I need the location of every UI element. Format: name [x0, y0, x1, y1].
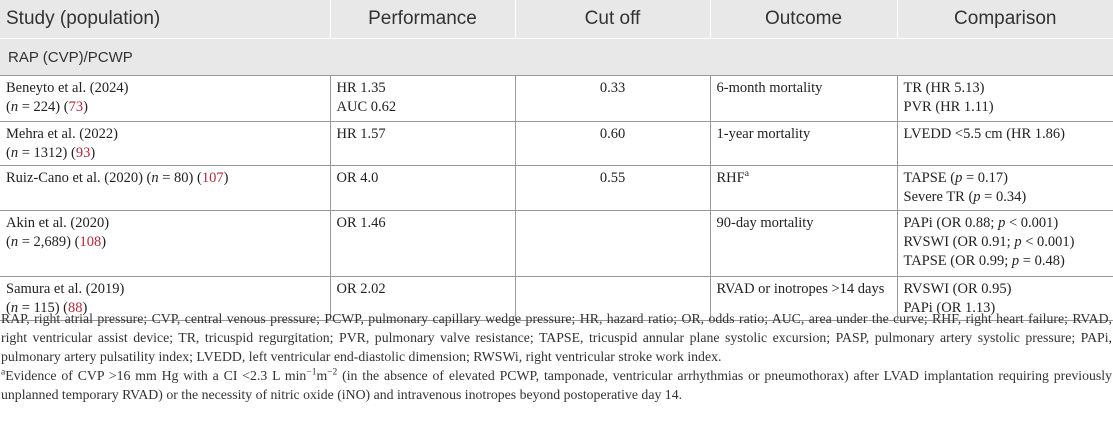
- table-row: Beneyto et al. (2024) (n = 224) (73) HR …: [0, 75, 1113, 122]
- study-cell: Ruiz-Cano et al. (2020) (n = 80) (107): [0, 165, 331, 211]
- abbreviations-note: RAP, right atrial pressure; CVP, central…: [1, 311, 1112, 364]
- reference-link[interactable]: 93: [75, 145, 91, 161]
- cutoff-cell: [515, 276, 711, 321]
- study-cell: Mehra et al. (2022) (n = 1312) (93): [0, 121, 331, 166]
- outcome-cell: RHFa: [710, 165, 898, 211]
- reference-link[interactable]: 88: [68, 300, 83, 316]
- reference-link[interactable]: 107: [201, 170, 224, 186]
- section-label: RAP (CVP)/PCWP: [0, 38, 1113, 76]
- header-outcome: Outcome: [710, 0, 898, 39]
- cutoff-cell: 0.60: [515, 121, 711, 166]
- outcome-cell: 6-month mortality: [710, 75, 898, 122]
- header-study: Study (population): [0, 0, 331, 39]
- data-table: Study (population) Performance Cut off O…: [0, 0, 1113, 321]
- footnote-a: aEvidence of CVP >16 mm Hg with a CI <2.…: [1, 367, 1112, 402]
- reference-link[interactable]: 73: [68, 99, 84, 115]
- footnote-marker: a: [744, 169, 749, 180]
- reference-link[interactable]: 108: [79, 234, 102, 250]
- study-cell: Beneyto et al. (2024) (n = 224) (73): [0, 75, 331, 122]
- outcome-cell: 90-day mortality: [710, 210, 898, 277]
- table-row: Ruiz-Cano et al. (2020) (n = 80) (107) O…: [0, 165, 1113, 211]
- study-cell: Samura et al. (2019) (n = 115) (88): [0, 276, 331, 321]
- comparison-cell: TAPSE (p = 0.17) Severe TR (p = 0.34): [897, 165, 1113, 211]
- table-row: Mehra et al. (2022) (n = 1312) (93) HR 1…: [0, 121, 1113, 166]
- table-footnotes: RAP, right atrial pressure; CVP, central…: [1, 309, 1112, 404]
- table-row: Samura et al. (2019) (n = 115) (88) OR 2…: [0, 276, 1113, 321]
- cutoff-cell: [515, 210, 711, 277]
- comparison-cell: PAPi (OR 0.88; p < 0.001) RVSWI (OR 0.91…: [897, 210, 1113, 277]
- header-comparison: Comparison: [897, 0, 1113, 39]
- comparison-cell: LVEDD <5.5 cm (HR 1.86): [897, 121, 1113, 166]
- outcome-cell: RVAD or inotropes >14 days: [710, 276, 898, 321]
- performance-cell: OR 1.46: [330, 210, 516, 277]
- performance-cell: OR 4.0: [330, 165, 516, 211]
- study-cell: Akin et al. (2020) (n = 2,689) (108): [0, 210, 331, 277]
- performance-cell: HR 1.57: [330, 121, 516, 166]
- header-row: Study (population) Performance Cut off O…: [0, 0, 1113, 39]
- performance-cell: HR 1.35 AUC 0.62: [330, 75, 516, 122]
- section-row: RAP (CVP)/PCWP: [0, 38, 1113, 76]
- comparison-cell: TR (HR 5.13) PVR (HR 1.11): [897, 75, 1113, 122]
- cutoff-cell: 0.33: [515, 75, 711, 122]
- performance-cell: OR 2.02: [330, 276, 516, 321]
- comparison-cell: RVSWI (OR 0.95) PAPi (OR 1.13): [897, 276, 1113, 321]
- header-cutoff: Cut off: [515, 0, 711, 39]
- cutoff-cell: 0.55: [515, 165, 711, 211]
- outcome-cell: 1-year mortality: [710, 121, 898, 166]
- header-performance: Performance: [330, 0, 516, 39]
- table-row: Akin et al. (2020) (n = 2,689) (108) OR …: [0, 210, 1113, 277]
